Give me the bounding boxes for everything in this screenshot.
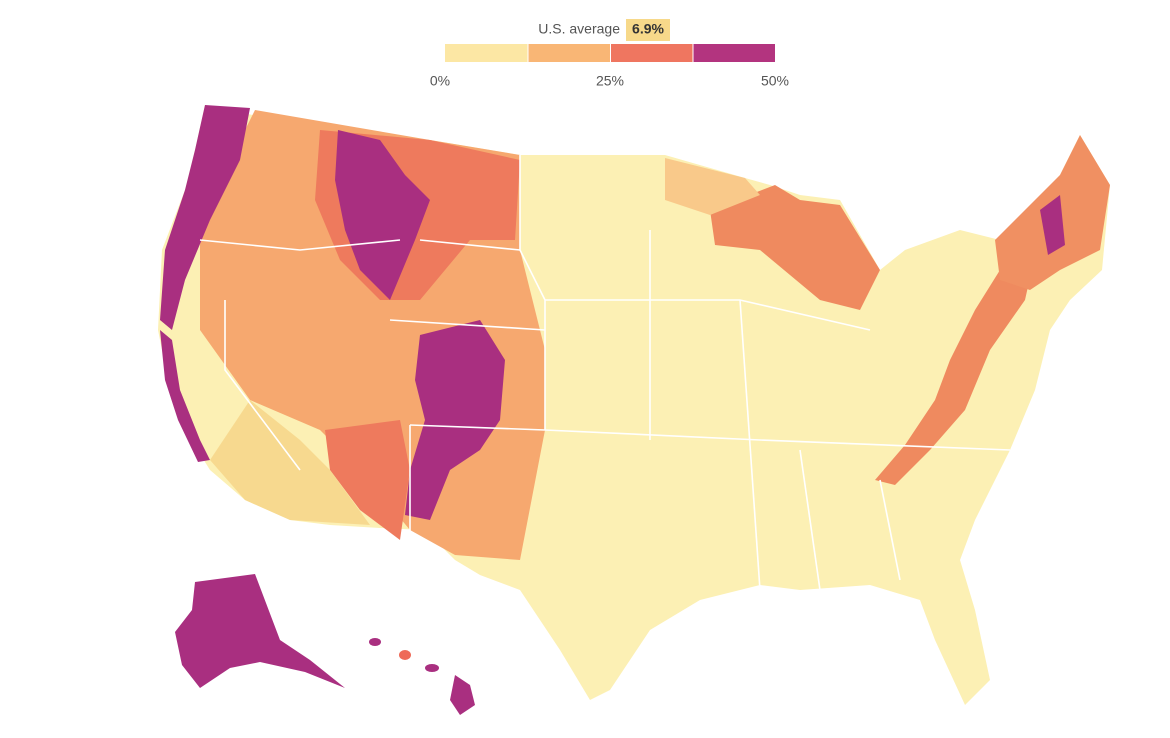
map — [158, 105, 1110, 715]
california-coast-high — [160, 330, 210, 462]
appalachia — [875, 255, 1035, 485]
minnesota-north — [665, 158, 760, 215]
scale-bin — [528, 44, 610, 62]
scale-bin — [693, 44, 775, 62]
pacific-coast-high — [160, 105, 250, 330]
state-border — [519, 155, 546, 430]
state-border — [419, 239, 521, 251]
upper-midwest — [710, 185, 880, 310]
alaska — [175, 574, 345, 688]
state-border — [409, 424, 1011, 451]
scale-tick-label: 0% — [430, 73, 450, 89]
scale-tick-label: 25% — [596, 73, 624, 89]
state-border — [739, 299, 761, 591]
state-border — [879, 479, 901, 581]
average-badge — [626, 19, 670, 41]
hawaii-island — [369, 638, 381, 646]
hawaii-island — [399, 650, 411, 660]
legend: U.S. average 6.9% 0% 25% 50% — [430, 19, 789, 89]
state-border — [199, 239, 401, 251]
southwest-low — [210, 400, 370, 525]
state-border — [799, 449, 821, 591]
southwest-mid — [325, 420, 410, 540]
vermont-high — [1040, 195, 1065, 255]
scale-bin — [445, 44, 528, 62]
state-border — [389, 319, 546, 331]
scale-bin — [611, 44, 693, 62]
idaho-montana-high — [335, 130, 430, 300]
hawaii-island — [425, 664, 439, 672]
scale-tick-label: 50% — [761, 73, 789, 89]
state-border — [224, 300, 301, 471]
average-value: 6.9% — [632, 21, 664, 37]
hawaii-big-island — [450, 675, 475, 715]
average-label: U.S. average — [538, 21, 620, 37]
colorado-newmexico-high — [405, 320, 505, 520]
state-border — [545, 299, 871, 331]
